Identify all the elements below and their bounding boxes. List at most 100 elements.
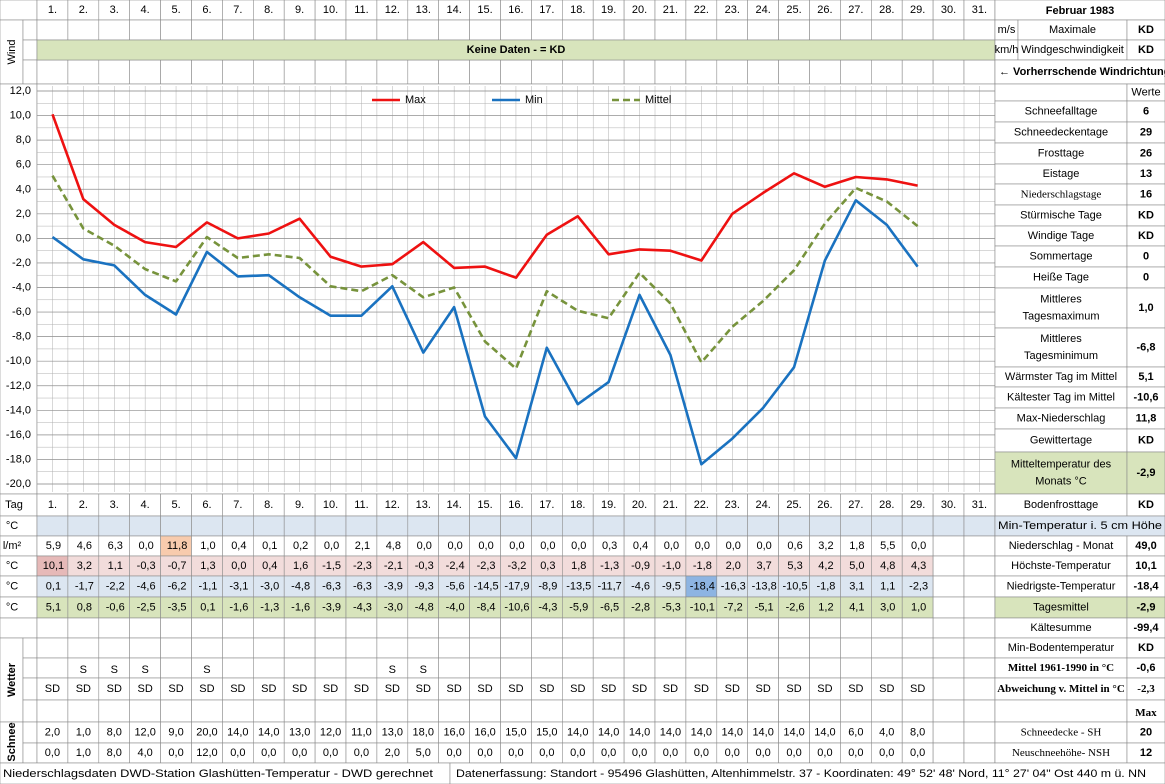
snow-value: 5,0	[416, 747, 431, 759]
cell-value: -10,5	[783, 581, 808, 593]
cell-value: -4,6	[631, 581, 650, 593]
stat-label: Sommertage	[1030, 251, 1093, 263]
stat-value: 26	[1140, 148, 1152, 160]
legend-label: Min	[525, 94, 543, 106]
stat-value: KD	[1138, 499, 1154, 511]
y-tick-label: 2,0	[16, 208, 31, 220]
cell	[345, 637, 378, 659]
row-label: Höchste-Temperatur	[1011, 560, 1111, 572]
day-label: 9.	[295, 4, 304, 16]
cell	[376, 617, 409, 639]
cell	[592, 19, 625, 41]
cell-value: -1,6	[291, 602, 310, 614]
cell	[901, 515, 934, 537]
cell	[283, 699, 316, 723]
weather-code: SD	[45, 683, 60, 695]
row-label: Niederschlag - Monat	[1009, 540, 1114, 552]
cell	[407, 59, 439, 85]
cell-value: 4,8	[386, 540, 401, 552]
weather-code: SD	[848, 683, 863, 695]
snow-value: 8,0	[107, 747, 122, 759]
cell	[901, 699, 934, 723]
cell	[778, 637, 810, 659]
cell-value: 3,2	[77, 560, 92, 572]
cell-value: 0,3	[540, 560, 555, 572]
cell	[870, 637, 903, 659]
snow-value: 2,0	[385, 747, 400, 759]
cell	[685, 637, 718, 659]
cell	[747, 637, 779, 659]
cell	[809, 19, 841, 41]
cell	[469, 59, 501, 85]
cell	[345, 59, 378, 85]
cell	[623, 617, 656, 639]
weather-code: SD	[786, 683, 801, 695]
stat-label: Windige Tage	[1028, 230, 1094, 242]
cell-value: 0,0	[726, 540, 741, 552]
cell-value: -5,3	[662, 602, 681, 614]
snow-value: 0,0	[725, 747, 740, 759]
day-label: 26.	[817, 499, 832, 511]
stat-value: KD	[1138, 230, 1154, 242]
cell-value: -2,6	[786, 602, 805, 614]
snow-value: 12,0	[320, 727, 341, 739]
y-tick-label: -16,0	[6, 429, 31, 441]
row-unit: °C	[6, 581, 18, 593]
cell	[932, 721, 965, 744]
cell	[747, 699, 779, 723]
cell	[36, 657, 69, 679]
stat-label: Tagesminimum	[1024, 350, 1098, 362]
cell-value: 1,0	[200, 540, 215, 552]
stat-label: Gewittertage	[1030, 435, 1092, 447]
snow-value: 16,0	[443, 727, 464, 739]
stat-value: 29	[1140, 127, 1152, 139]
cell	[0, 83, 38, 495]
cell	[314, 515, 347, 537]
cell-value: 0,0	[448, 540, 463, 552]
cell	[191, 617, 223, 639]
summary-label: Kältesumme	[1030, 622, 1091, 634]
weather-code: SD	[539, 683, 554, 695]
cell-value: -18,4	[690, 581, 715, 593]
cell-value: -4,8	[415, 602, 434, 614]
cell	[716, 699, 748, 723]
cell-value: 5,3	[787, 560, 802, 572]
cell	[500, 19, 532, 41]
day-label: 30.	[941, 499, 956, 511]
cell	[469, 637, 501, 659]
snow-value: 0,0	[354, 747, 369, 759]
cell	[716, 637, 748, 659]
cell	[345, 699, 378, 723]
cell	[654, 657, 687, 679]
cell	[778, 59, 810, 85]
cell	[592, 699, 625, 723]
cell-value: 4,3	[911, 560, 926, 572]
stat-label: Tagesmaximum	[1022, 311, 1099, 323]
weather-code: SD	[756, 683, 771, 695]
cell	[160, 637, 192, 659]
day-label: 7.	[233, 4, 242, 16]
cell	[840, 19, 872, 41]
day-label: 10.	[323, 4, 338, 16]
cell-value: 6,3	[108, 540, 123, 552]
stat-label: Heiße Tage	[1033, 272, 1089, 284]
cell-value: -2,5	[137, 602, 156, 614]
cell	[994, 59, 1165, 85]
snow-max-header: Max	[1135, 707, 1157, 719]
weather-code: SD	[725, 683, 740, 695]
cell-value: 10,1	[43, 560, 64, 572]
cell	[531, 617, 563, 639]
day-label: 15.	[477, 4, 492, 16]
day-label: 13.	[416, 4, 431, 16]
cell	[932, 515, 965, 537]
cell	[449, 762, 1165, 784]
cell	[36, 637, 69, 659]
cell	[531, 515, 563, 537]
cell	[469, 515, 501, 537]
cell-value: -16,3	[721, 581, 746, 593]
cell	[22, 677, 38, 701]
cell	[994, 451, 1128, 495]
y-tick-label: -12,0	[6, 380, 31, 392]
cell-value: 0,3	[602, 540, 617, 552]
cell	[438, 19, 470, 41]
